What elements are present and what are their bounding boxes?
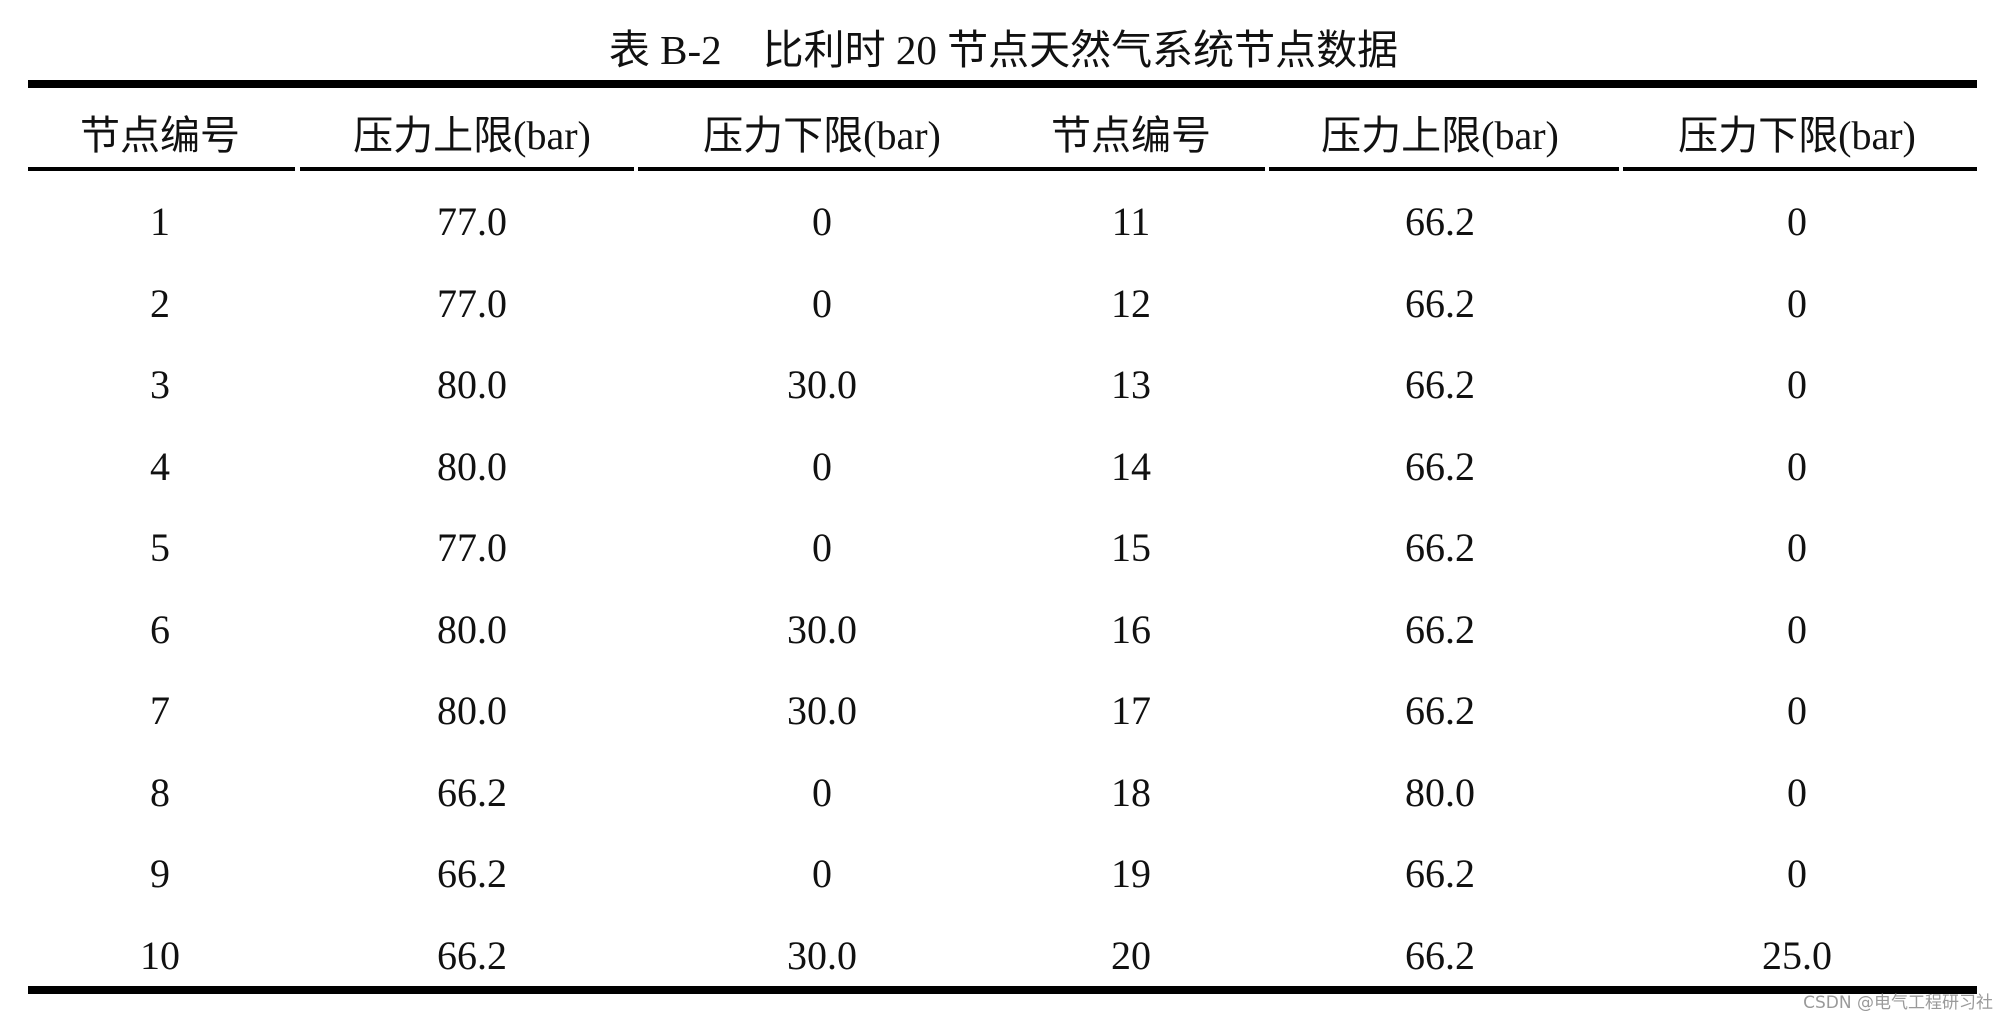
table-cell: 66.2 (1405, 932, 1475, 978)
table-cell: 0 (1787, 769, 1807, 815)
table-cell: 8 (150, 769, 170, 815)
header-rule-segment (638, 167, 988, 171)
table-cell: 66.2 (1405, 606, 1475, 652)
table-cell: 15 (1111, 525, 1151, 570)
table-cell: 80.0 (437, 362, 507, 407)
table-cell: 77.0 (437, 280, 507, 326)
column-header: 压力上限(bar) (353, 113, 591, 158)
table-cell: 77.0 (437, 199, 507, 244)
table-cell: 16 (1111, 606, 1151, 652)
table-cell: 66.2 (1405, 199, 1475, 244)
column-header: 压力上限(bar) (1321, 113, 1559, 158)
table-cell: 80.0 (1405, 769, 1475, 815)
table-cell: 0 (1787, 525, 1807, 570)
table-cell: 7 (150, 688, 170, 733)
table-cell: 20 (1111, 932, 1151, 978)
table-cell: 11 (1111, 199, 1151, 244)
table-cell: 0 (1787, 199, 1807, 244)
column-header: 节点编号 (80, 113, 240, 158)
table-cell: 0 (812, 851, 832, 896)
table-caption: 表 B-2 比利时 20 节点天然气系统节点数据 (608, 27, 1399, 73)
table-cell: 66.2 (1405, 688, 1475, 733)
table-cell: 3 (150, 362, 170, 407)
table-cell: 0 (1787, 362, 1807, 407)
table-cell: 18 (1111, 769, 1151, 815)
table-cell: 66.2 (1405, 525, 1475, 570)
table-cell: 66.2 (437, 769, 507, 815)
table-cell: 0 (812, 443, 832, 489)
header-rule-segment (28, 167, 295, 171)
table-cell: 66.2 (1405, 362, 1475, 407)
table-cell: 66.2 (437, 932, 507, 978)
table-cell: 66.2 (1405, 280, 1475, 326)
table-cell: 6 (150, 606, 170, 652)
table-top-rule (28, 80, 1977, 88)
table-cell: 14 (1111, 443, 1151, 489)
table-cell: 30.0 (787, 932, 857, 978)
table-cell: 0 (812, 525, 832, 570)
table-cell: 0 (1787, 851, 1807, 896)
table-cell: 66.2 (1405, 443, 1475, 489)
table-cell: 10 (140, 932, 180, 978)
header-rule-segment (1623, 167, 1977, 171)
table-cell: 4 (150, 443, 170, 489)
table-cell: 0 (1787, 280, 1807, 326)
table-cell: 80.0 (437, 688, 507, 733)
table-cell: 17 (1111, 688, 1151, 733)
header-rule-segment (1269, 167, 1619, 171)
table-cell: 25.0 (1762, 932, 1832, 978)
watermark: CSDN @电气工程研习社 (1803, 993, 1993, 1013)
header-rule-segment (988, 167, 1265, 171)
column-header: 压力下限(bar) (1678, 113, 1916, 158)
table-cell: 80.0 (437, 606, 507, 652)
column-header: 节点编号 (1051, 113, 1211, 158)
table-cell: 0 (812, 280, 832, 326)
table-cell: 1 (150, 199, 170, 244)
table-bottom-rule (28, 986, 1977, 994)
table-cell: 2 (150, 280, 170, 326)
table-cell: 77.0 (437, 525, 507, 570)
table-cell: 13 (1111, 362, 1151, 407)
table-cell: 0 (1787, 688, 1807, 733)
table-cell: 0 (812, 769, 832, 815)
table-cell: 5 (150, 525, 170, 570)
table-cell: 19 (1111, 851, 1151, 896)
table-cell: 30.0 (787, 362, 857, 407)
column-header: 压力下限(bar) (703, 113, 941, 158)
table-cell: 0 (812, 199, 832, 244)
table-cell: 12 (1111, 280, 1151, 326)
table-cell: 66.2 (437, 851, 507, 896)
table-cell: 80.0 (437, 443, 507, 489)
table-cell: 9 (150, 851, 170, 896)
table-cell: 66.2 (1405, 851, 1475, 896)
header-rule-segment (300, 167, 634, 171)
table-cell: 0 (1787, 443, 1807, 489)
table-cell: 30.0 (787, 688, 857, 733)
table-cell: 0 (1787, 606, 1807, 652)
table-cell: 30.0 (787, 606, 857, 652)
